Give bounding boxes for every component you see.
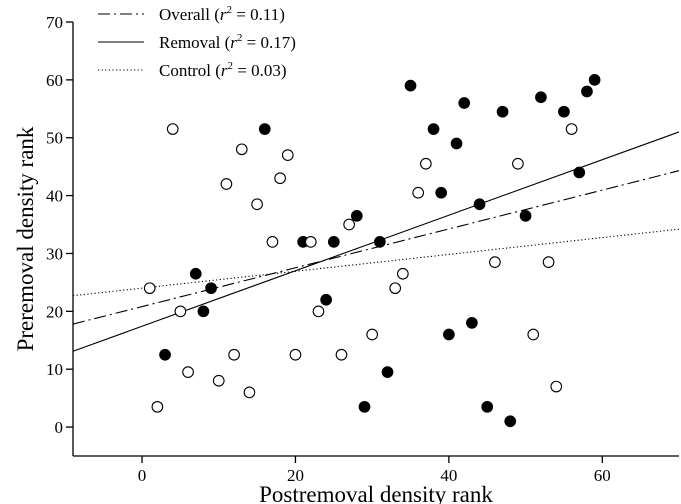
open-point	[304, 236, 317, 248]
open-point	[235, 143, 248, 156]
open-point	[274, 172, 286, 185]
open-point	[366, 328, 379, 341]
filled-point	[258, 123, 271, 135]
open-point	[266, 236, 279, 248]
y-tick-label: 0	[55, 418, 64, 437]
legend-label-suffix: = 0.11)	[232, 5, 285, 24]
open-point	[420, 157, 432, 170]
open-point	[335, 348, 348, 361]
open-point	[143, 282, 156, 295]
filled-point	[535, 91, 547, 104]
filled-point	[189, 267, 202, 280]
open-point	[489, 256, 501, 268]
filled-point	[404, 79, 417, 92]
open-point	[182, 366, 194, 378]
open-point	[550, 380, 563, 393]
y-tick-label: 40	[46, 187, 63, 206]
y-axis-title: Preremoval density rank	[13, 126, 38, 351]
data-points	[143, 74, 601, 428]
y-tick-label: 60	[46, 71, 63, 90]
open-point	[251, 198, 263, 211]
x-tick-label: 60	[594, 466, 611, 485]
y-tick-label: 50	[46, 129, 63, 148]
open-point	[343, 218, 356, 231]
filled-point	[327, 236, 340, 248]
x-axis-title: Postremoval density rank	[259, 482, 493, 504]
open-point	[212, 374, 225, 387]
dashdot-fit-line	[72, 170, 680, 325]
legend: Overall (r2 = 0.11)Removal (r2 = 0.17)Co…	[98, 4, 296, 80]
open-point	[228, 348, 240, 361]
legend-label: Removal (r2 = 0.17)	[159, 32, 296, 52]
filled-point	[443, 328, 455, 341]
legend-label-sup: 2	[227, 4, 233, 16]
filled-point	[435, 186, 448, 199]
filled-point	[558, 105, 570, 118]
legend-label-r: r	[230, 33, 237, 52]
filled-point	[573, 166, 586, 179]
open-point	[412, 186, 425, 199]
legend-label-sup: 2	[227, 60, 233, 72]
legend-label-prefix: Removal (	[159, 33, 231, 52]
filled-point	[504, 415, 517, 428]
open-point	[512, 157, 524, 170]
filled-point	[588, 74, 601, 86]
y-tick-label: 10	[46, 360, 63, 379]
open-point	[542, 256, 555, 268]
legend-label-prefix: Overall (	[159, 5, 220, 24]
legend-label-prefix: Control (	[159, 61, 221, 80]
filled-point	[458, 97, 471, 109]
filled-point	[205, 282, 217, 295]
open-point	[527, 328, 540, 341]
filled-point	[320, 293, 332, 306]
filled-point	[381, 366, 394, 378]
legend-label-sup: 2	[237, 32, 243, 44]
open-point	[312, 305, 325, 318]
filled-point	[427, 123, 440, 135]
filled-point	[350, 210, 363, 222]
open-point	[389, 282, 402, 295]
filled-point	[358, 400, 371, 413]
filled-point	[466, 317, 478, 329]
legend-label-r: r	[221, 61, 228, 80]
filled-point	[373, 236, 386, 248]
open-point	[151, 400, 164, 413]
filled-point	[473, 198, 486, 211]
filled-point	[197, 305, 210, 318]
legend-label-suffix: = 0.17)	[242, 33, 296, 52]
y-tick-label: 70	[46, 13, 63, 32]
y-tick-label: 30	[46, 244, 63, 263]
open-point	[289, 348, 302, 361]
legend-label: Control (r2 = 0.03)	[159, 60, 286, 80]
dotted-fit-line	[72, 228, 680, 297]
legend-label: Overall (r2 = 0.11)	[159, 4, 285, 24]
open-point	[396, 267, 409, 280]
filled-point	[481, 400, 494, 413]
open-point	[220, 178, 233, 190]
open-point	[281, 149, 294, 161]
open-point	[174, 305, 187, 318]
y-tick-label: 20	[46, 302, 63, 321]
x-tick-label: 20	[287, 466, 304, 485]
open-point	[243, 386, 256, 399]
open-point	[565, 123, 578, 135]
legend-label-suffix: = 0.03)	[233, 61, 287, 80]
filled-point	[519, 210, 532, 222]
filled-point	[450, 137, 463, 150]
legend-label-r: r	[220, 5, 227, 24]
x-tick-label: 0	[138, 466, 147, 485]
filled-point	[581, 85, 593, 98]
open-point	[166, 123, 179, 135]
filled-point	[159, 348, 171, 361]
filled-point	[496, 105, 509, 118]
x-tick-label: 40	[440, 466, 457, 485]
axes: 0 20 40 60 0 10 20 30 40 50 60 70	[46, 13, 679, 485]
